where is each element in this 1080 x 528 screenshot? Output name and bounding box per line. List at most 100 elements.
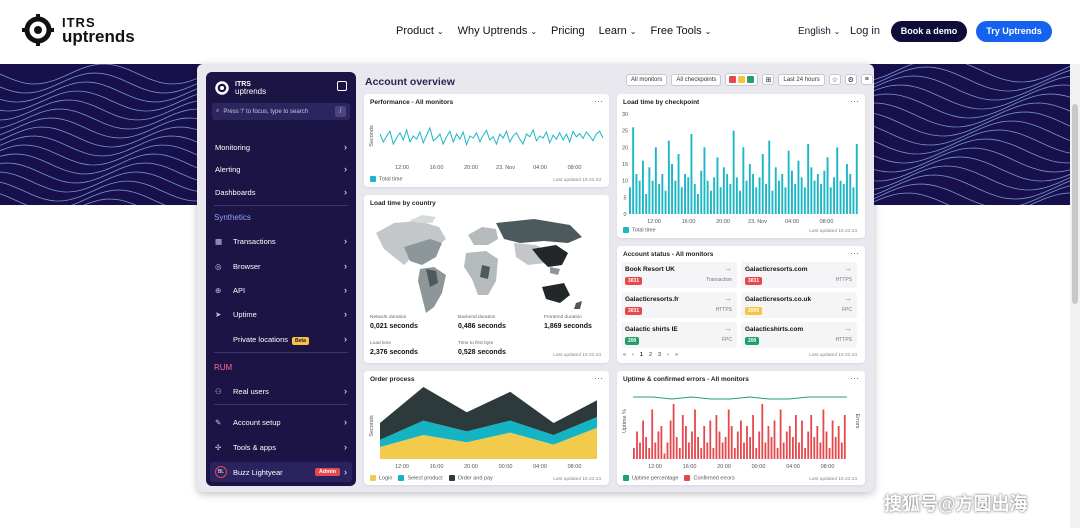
checkpoint-bar (855, 144, 858, 214)
wave-line (0, 117, 201, 139)
nav-label: Free Tools (650, 25, 702, 37)
sidebar-item-browser[interactable]: ◎ Browser › (215, 261, 347, 271)
login-link[interactable]: Log in (850, 25, 880, 37)
error-bar (660, 426, 663, 459)
star-icon[interactable]: ☆ (828, 74, 841, 85)
book-demo-button[interactable]: Book a demo (891, 21, 967, 42)
chevron-right-icon: › (344, 467, 347, 477)
checkpoint-bar (826, 157, 829, 214)
error-bar (807, 431, 810, 459)
sidebar-item-private-locations[interactable]: Private locations Beta › (215, 334, 347, 345)
sidebar-item-label: Browser (233, 261, 261, 271)
monitor-status-cell[interactable]: Book Resort UK → 3031 Transaction (621, 262, 737, 288)
menu-icon[interactable]: ≡ (860, 74, 873, 85)
monitor-status-cell[interactable]: Galactic shirts IE → 200 FPC (621, 322, 737, 348)
sidebar-item-uptime[interactable]: ➤ Uptime › (215, 309, 347, 319)
stat-value: 0,021 seconds (370, 323, 418, 330)
error-bar (666, 442, 669, 459)
legend-item: Select product (398, 475, 443, 481)
nav-why-uptrends[interactable]: Why Uptrends ⌄ (458, 25, 537, 37)
all-checkpoints-filter[interactable]: All checkpoints (671, 73, 722, 86)
next-page-icon[interactable]: › (667, 352, 669, 358)
stat-label: Load time (370, 341, 392, 346)
more-options-icon[interactable]: ··· (594, 96, 603, 106)
checkpoint-bar (667, 140, 670, 214)
wave-line (0, 135, 201, 157)
sidebar-search[interactable]: ⌕ Press '/' to focus, type to search / (212, 103, 350, 120)
monitor-status-cell[interactable]: Galacticresorts.fr → 3031 HTTPS (621, 292, 737, 318)
checkpoint-bar (755, 187, 758, 214)
monitor-type: FPC (842, 307, 852, 313)
legend-label: Order and pay (457, 475, 493, 482)
error-bar (697, 437, 699, 459)
all-monitors-filter[interactable]: All monitors (626, 73, 668, 86)
status-filter[interactable] (725, 73, 759, 86)
sidebar-item-tools-apps[interactable]: ✣ Tools & apps › (215, 442, 347, 452)
grid-icon[interactable]: ⊞ (762, 74, 775, 85)
wave-line (0, 153, 201, 175)
gear-icon[interactable]: ⚙ (844, 74, 857, 85)
sidebar-item-api[interactable]: ⊕ API › (215, 285, 347, 295)
try-uptrends-button[interactable]: Try Uptrends (976, 21, 1052, 42)
page-scrollbar[interactable] (1070, 64, 1080, 528)
scrollbar-thumb[interactable] (1072, 104, 1078, 304)
page-number[interactable]: 2 (648, 352, 653, 358)
legend-swatch (623, 227, 629, 233)
error-bar (749, 437, 751, 459)
checkpoint-bar (658, 184, 661, 214)
sidebar-item-dashboards[interactable]: Dashboards › (215, 187, 347, 197)
error-bar (733, 448, 736, 459)
checkpoint-bar (642, 160, 644, 214)
avatar: BL (215, 466, 227, 478)
legend-label: Total time (632, 227, 656, 234)
error-bar (712, 448, 715, 459)
sidebar-logo[interactable]: ITRS uptrends (214, 80, 266, 96)
stat-value: 1,869 seconds (544, 323, 592, 330)
legend-label: Login (379, 475, 393, 482)
page-number[interactable]: 3 (658, 352, 662, 358)
sidebar-item-monitoring[interactable]: Monitoring › (215, 142, 347, 152)
tools-icon: ✣ (215, 442, 222, 452)
error-bar (685, 426, 687, 459)
last-updated: Last updated 16:31:43 (553, 477, 601, 482)
legend-item: Uptime percentage (623, 475, 678, 481)
nav-free-tools[interactable]: Free Tools ⌄ (651, 25, 712, 37)
x-tick-label: 12:00 (648, 464, 662, 470)
first-page-icon[interactable]: « (623, 352, 627, 358)
sidebar-item-account-setup[interactable]: ✎ Account setup › (215, 417, 347, 427)
more-options-icon[interactable]: ··· (850, 373, 859, 383)
monitor-status-cell[interactable]: Galacticresorts.com → 3031 HTTPS (741, 262, 857, 288)
error-bar (694, 409, 696, 459)
x-tick-label: 12:00 (395, 464, 409, 470)
y-tick-label: 5 (623, 195, 626, 201)
monitor-status-cell[interactable]: Galacticshirts.com → 200 HTTPS (741, 322, 857, 348)
user-menu[interactable]: BL Buzz Lightyear Admin › (210, 462, 352, 482)
monitor-status-cell[interactable]: Galacticresorts.co.uk → 2006 FPC (741, 292, 857, 318)
language-selector[interactable]: English ⌄ (798, 26, 840, 37)
wave-line (0, 72, 201, 94)
more-options-icon[interactable]: ··· (594, 373, 603, 383)
nav-learn[interactable]: Learn ⌄ (599, 25, 637, 37)
more-options-icon[interactable]: ··· (850, 248, 859, 258)
nav-label: Why Uptrends (457, 25, 528, 37)
checkpoint-bar (800, 177, 803, 214)
sidebar-item-label: Transactions (233, 236, 276, 246)
nav-product[interactable]: Product ⌄ (396, 25, 444, 37)
page-number[interactable]: 1 (639, 352, 643, 358)
nav-pricing[interactable]: Pricing (551, 25, 585, 37)
wave-line (0, 162, 201, 184)
sidebar-item-transactions[interactable]: ▦ Transactions › (215, 236, 347, 246)
time-range-selector[interactable]: Last 24 hours (778, 73, 825, 86)
error-bar (755, 448, 758, 459)
wave-line (859, 75, 1070, 101)
prev-page-icon[interactable]: ‹ (632, 352, 634, 358)
sidebar-item-real-users[interactable]: ⚇ Real users › (215, 386, 347, 396)
legend-swatch (684, 475, 691, 481)
last-page-icon[interactable]: » (674, 352, 678, 358)
sidebar-item-alerting[interactable]: Alerting › (215, 164, 347, 174)
checkpoint-bar (797, 160, 800, 214)
more-options-icon[interactable]: ··· (850, 96, 859, 106)
itrs-uptrends-logo[interactable]: ITRS uptrends (22, 14, 135, 46)
collapse-sidebar-icon[interactable] (337, 81, 347, 91)
country-stat: Load time 2,376 seconds (370, 341, 418, 356)
